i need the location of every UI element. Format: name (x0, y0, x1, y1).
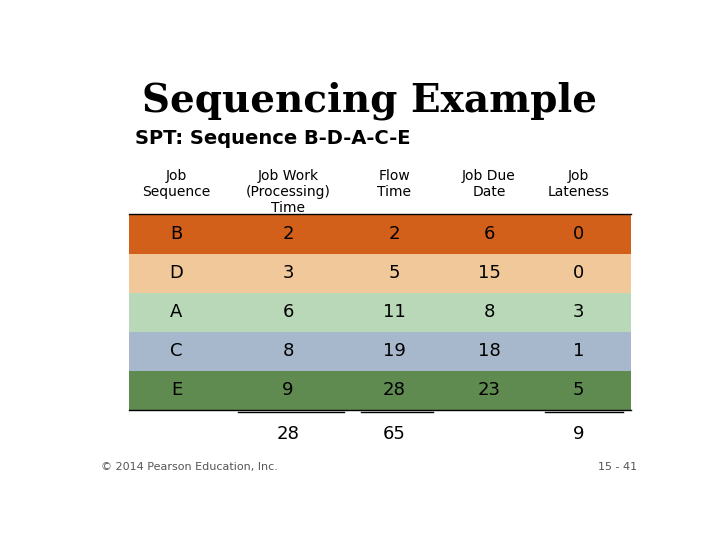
Text: 23: 23 (477, 381, 500, 400)
Text: Job Work
(Processing)
Time: Job Work (Processing) Time (246, 168, 330, 215)
Text: 9: 9 (282, 381, 294, 400)
Text: 5: 5 (388, 264, 400, 282)
Text: 2: 2 (282, 225, 294, 243)
Text: 28: 28 (276, 425, 300, 443)
Text: 8: 8 (483, 303, 495, 321)
Text: 28: 28 (382, 381, 405, 400)
Text: 3: 3 (572, 303, 584, 321)
Bar (129, 371, 631, 410)
Text: Flow
Time: Flow Time (377, 168, 411, 199)
Text: SPT: Sequence B-D-A-C-E: SPT: Sequence B-D-A-C-E (135, 129, 410, 149)
Text: 2: 2 (388, 225, 400, 243)
Text: 15: 15 (477, 264, 500, 282)
Text: A: A (171, 303, 183, 321)
Text: 0: 0 (572, 264, 584, 282)
Bar (129, 293, 631, 332)
Bar (129, 214, 631, 254)
Text: 19: 19 (382, 342, 405, 360)
Text: © 2014 Pearson Education, Inc.: © 2014 Pearson Education, Inc. (101, 462, 278, 472)
Text: D: D (169, 264, 184, 282)
Bar (129, 254, 631, 293)
Bar (129, 332, 631, 371)
Text: Job Due
Date: Job Due Date (462, 168, 516, 199)
Text: C: C (170, 342, 183, 360)
Text: 5: 5 (572, 381, 584, 400)
Text: 11: 11 (383, 303, 405, 321)
Text: Job
Sequence: Job Sequence (143, 168, 211, 199)
Text: 1: 1 (572, 342, 584, 360)
Text: E: E (171, 381, 182, 400)
Text: 18: 18 (477, 342, 500, 360)
Text: 8: 8 (282, 342, 294, 360)
Text: 65: 65 (382, 425, 405, 443)
Text: 3: 3 (282, 264, 294, 282)
Text: 6: 6 (282, 303, 294, 321)
Text: 0: 0 (572, 225, 584, 243)
Text: Job
Lateness: Job Lateness (547, 168, 609, 199)
Text: 9: 9 (572, 425, 584, 443)
Text: Sequencing Example: Sequencing Example (142, 82, 596, 120)
Text: B: B (171, 225, 183, 243)
Text: 6: 6 (483, 225, 495, 243)
Text: 15 - 41: 15 - 41 (598, 462, 637, 472)
